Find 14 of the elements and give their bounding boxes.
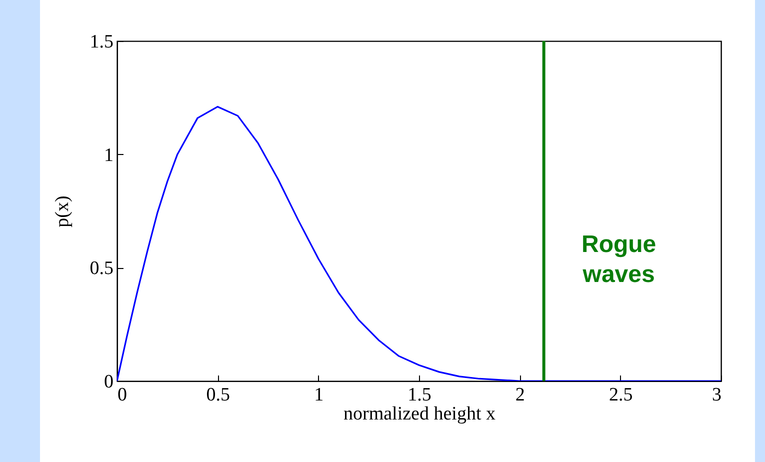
x-tick-label: 1 — [314, 384, 324, 406]
y-tick-label: 0 — [104, 372, 114, 392]
x-tick-label: 0 — [118, 384, 127, 406]
x-tick-label: 0.5 — [206, 384, 230, 406]
y-axis-title: p(x) — [52, 196, 73, 228]
y-tick-label: 1 — [104, 144, 114, 166]
x-tick-label: 2 — [515, 384, 525, 406]
ref-line-label: Rogue waves — [581, 231, 656, 288]
x-axis-title: normalized height x — [344, 404, 496, 424]
y-tick-label: 1.5 — [90, 32, 114, 52]
x-tick-label: 3 — [712, 384, 722, 406]
y-tick-label: 0.5 — [90, 258, 114, 280]
x-tick-label: 2.5 — [608, 384, 633, 406]
x-tick-label: 1.5 — [408, 384, 432, 406]
